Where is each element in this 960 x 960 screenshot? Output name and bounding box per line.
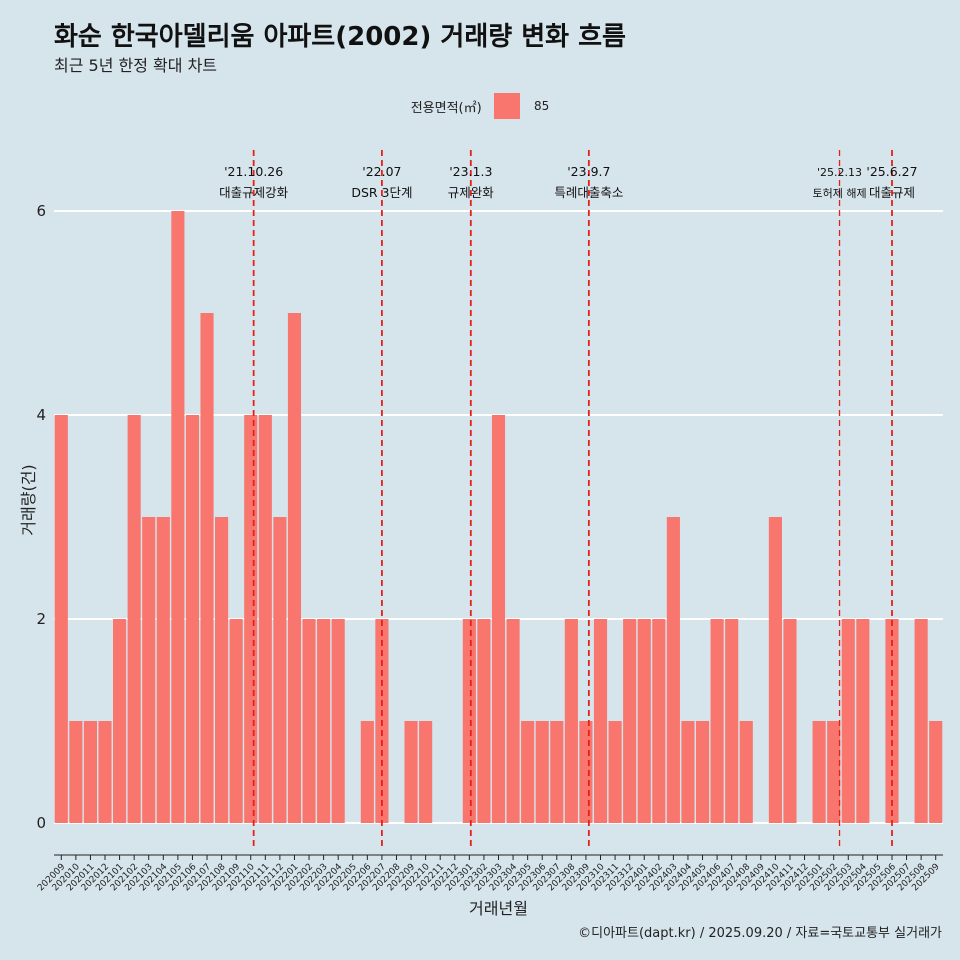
bar [54,415,68,823]
legend: 전용면적(㎡) 85 [0,93,960,119]
bar [185,415,200,823]
chart-title: 화순 한국아델리움 아파트(2002) 거래량 변화 흐름 [54,22,626,52]
bar [506,619,520,823]
bar [579,721,593,823]
legend-title: 전용면적(㎡) [410,100,482,116]
event-date-label: '25.2.13 [817,166,862,179]
bar [404,721,418,823]
source-caption: ©디아파트(dapt.kr) / 2025.09.20 / 자료=국토교통부 실… [578,926,942,941]
bar [827,721,841,823]
event-date-label: '23.9.7 [567,164,610,179]
bar [477,619,491,823]
bar [462,619,476,823]
legend-swatch [493,93,520,119]
bar [856,619,870,823]
bar [331,619,345,823]
y-tick-label: 0 [36,814,46,832]
bar [739,721,753,823]
bar [69,721,83,823]
bar [550,721,564,823]
bar [171,211,185,823]
bar [229,619,243,823]
bar [491,415,506,823]
legend-item-label: 85 [533,99,550,113]
bar [914,619,928,823]
bar [637,619,651,823]
bar [564,619,578,823]
event-label: 대출규제강화 [219,185,289,200]
bar [710,619,724,823]
bar [317,619,331,823]
event-date-label: '25.6.27 [866,164,917,179]
bar [652,619,666,823]
bar [302,619,316,823]
event-label: 대출규제 [869,185,915,200]
bar [681,721,695,823]
bar [608,721,622,823]
bar [768,517,782,823]
bar [273,517,287,823]
bar [695,721,710,823]
y-tick-label: 2 [36,610,46,628]
event-label: 토허제 해제 [812,186,866,200]
event-date-label: '21.10.26 [224,164,283,179]
bar [215,517,229,823]
bar [258,415,272,823]
bar [83,721,97,823]
chart-subtitle: 최근 5년 한정 확대 차트 [54,56,218,75]
bar [113,619,127,823]
y-axis-title: 거래량(건) [19,464,38,535]
event-date-label: '22.07 [362,164,401,179]
bar [98,721,112,823]
bar [783,619,797,823]
bar [841,619,855,823]
bar [725,619,739,823]
event-date-label: '23.1.3 [449,164,492,179]
bar [535,721,549,823]
x-axis-title: 거래년월 [469,899,528,918]
bar [200,313,214,823]
bar [666,517,680,823]
bar [929,721,943,823]
bar [287,313,302,823]
bar [419,721,433,823]
bar [623,619,637,823]
bar [521,721,535,823]
bar [142,517,156,823]
event-label: 특례대출축소 [554,185,623,200]
event-label: DSR 3단계 [351,185,412,200]
y-tick-label: 6 [36,202,46,220]
y-tick-label: 4 [36,406,46,424]
bar [127,415,141,823]
bar [156,517,170,823]
bar [244,415,258,823]
event-label: 규제완화 [448,185,495,200]
bar [593,619,608,823]
bar [360,721,374,823]
bar [812,721,826,823]
